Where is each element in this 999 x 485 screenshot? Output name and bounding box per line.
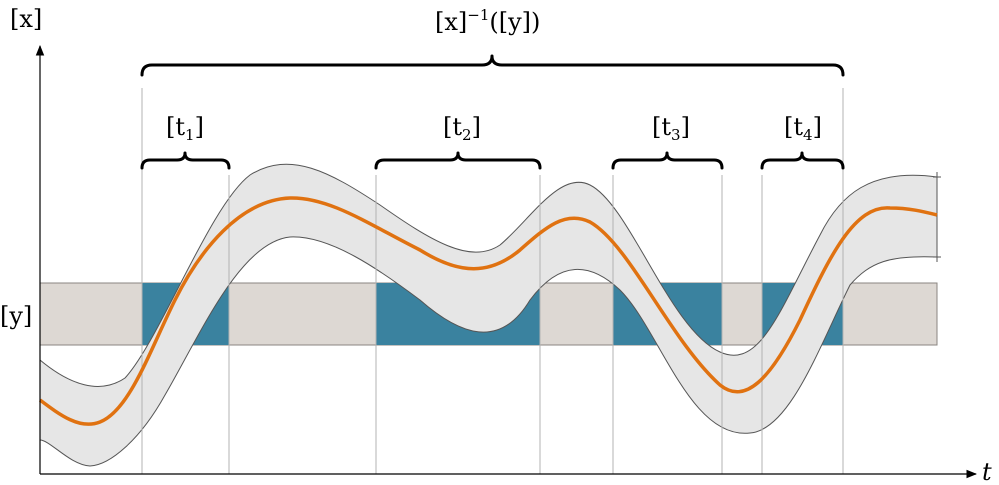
brace-t2 [374, 151, 542, 170]
label-t2: [t2] [443, 113, 481, 144]
label-t4: [t4] [784, 113, 822, 144]
brace-t1 [140, 151, 231, 170]
brace-t3 [611, 151, 724, 170]
brace-t4 [760, 151, 845, 170]
tube-end-ticks [933, 172, 941, 262]
trajectory-curve [38, 196, 938, 426]
top-brace [140, 54, 845, 77]
guide-lines [141, 88, 844, 474]
band-label: [y] [0, 302, 32, 330]
tube-envelope [39, 163, 938, 467]
x-axis-label: t [982, 458, 992, 485]
y-axis-label: [x] [10, 5, 42, 33]
top-brace-label: [x]−1([y]) [435, 6, 540, 36]
label-t1: [t1] [166, 113, 204, 144]
braces [140, 54, 845, 170]
label-t3: [t3] [652, 113, 690, 144]
